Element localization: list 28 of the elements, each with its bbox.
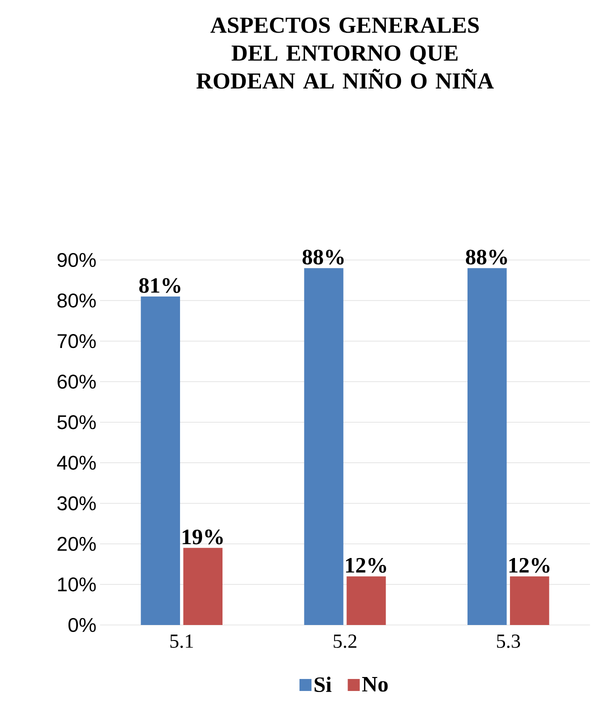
legend-label: Si (314, 676, 332, 692)
y-tick-label: 80% (57, 294, 96, 308)
bar (510, 576, 550, 625)
bar (140, 296, 180, 625)
y-tick-label: 30% (57, 496, 96, 510)
data-label: 19% (182, 530, 223, 544)
y-tick-label: 40% (57, 456, 96, 470)
y-tick-label: 20% (58, 536, 96, 551)
data-label: 81% (139, 278, 180, 293)
x-tick-label: 5.1 (170, 634, 193, 648)
bar (183, 548, 222, 625)
y-tick-label: 0% (68, 618, 96, 632)
data-label: 12% (509, 558, 550, 573)
y-tick-label: 70% (58, 334, 96, 348)
x-tick-label: 5.3 (497, 634, 520, 648)
bar (304, 268, 344, 625)
bar (346, 576, 386, 625)
data-label: 88% (302, 250, 344, 265)
data-label: 12% (346, 558, 386, 573)
chart-title: ASPECTOS GENERALES DEL ENTORNO QUE RODEAN AL NIÑO O NIÑA (196, 18, 494, 89)
bar (468, 268, 507, 625)
x-tick-label: 5.2 (334, 634, 356, 648)
y-tick-label: 10% (58, 577, 96, 592)
data-label: 88% (466, 250, 507, 265)
legend-label: No (362, 677, 388, 692)
y-tick-label: 90% (58, 252, 96, 268)
y-tick-label: 60% (58, 374, 96, 389)
y-tick-label: 50% (57, 415, 96, 430)
